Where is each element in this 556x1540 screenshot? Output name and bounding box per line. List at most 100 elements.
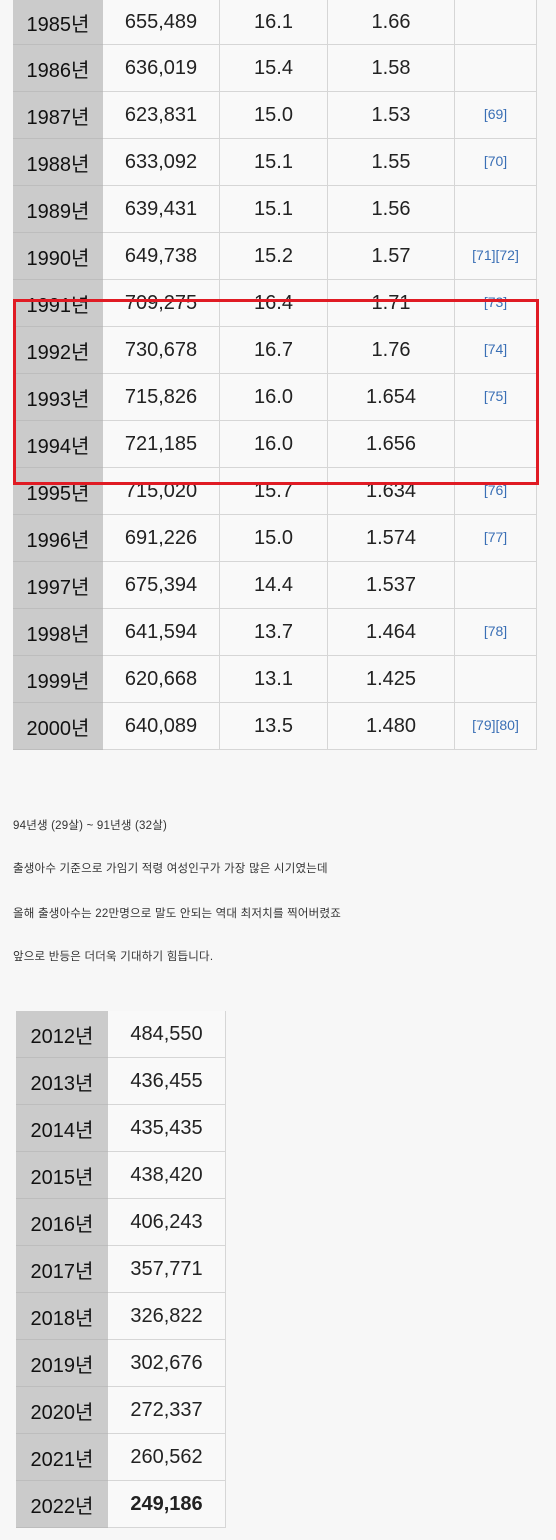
births-cell: 633,092 xyxy=(103,138,220,186)
year-cell: 1985년 xyxy=(13,0,103,45)
fertility-rate-cell: 1.71 xyxy=(327,279,455,327)
births-cell: 623,831 xyxy=(103,91,220,139)
year-cell: 1993년 xyxy=(13,373,103,421)
table-row: 2013년 436,455 xyxy=(16,1057,226,1105)
birth-rate-cell: 15.7 xyxy=(219,467,328,515)
fertility-rate-cell: 1.55 xyxy=(327,138,455,186)
year-cell: 1989년 xyxy=(13,185,103,233)
birth-rate-cell: 16.7 xyxy=(219,326,328,374)
reference-link[interactable]: [78] xyxy=(483,623,508,639)
reference-link[interactable]: [74] xyxy=(483,341,508,357)
birth-rate-cell: 16.4 xyxy=(219,279,328,327)
year-cell: 1998년 xyxy=(13,608,103,656)
fertility-rate-cell: 1.57 xyxy=(327,232,455,280)
table-row: 2018년 326,822 xyxy=(16,1292,226,1340)
table-row: 1989년 639,431 15.1 1.56 xyxy=(13,185,537,233)
year-cell: 1992년 xyxy=(13,326,103,374)
birth-rate-cell: 14.4 xyxy=(219,561,328,609)
births-cell: 675,394 xyxy=(103,561,220,609)
birth-rate-cell: 13.5 xyxy=(219,702,328,750)
reference-cell: [69] xyxy=(454,91,537,139)
fertility-rate-cell: 1.53 xyxy=(327,91,455,139)
year-cell: 1994년 xyxy=(13,420,103,468)
caption-line-peak: 출생아수 기준으로 가임기 적령 여성인구가 가장 많은 시기였는데 xyxy=(13,863,328,875)
table-row: 1993년 715,826 16.0 1.654 [75] xyxy=(13,373,537,421)
year-cell: 1986년 xyxy=(13,44,103,92)
births-cell-latest: 249,186 xyxy=(108,1480,226,1528)
birth-rate-cell: 16.0 xyxy=(219,373,328,421)
table-row: 2015년 438,420 xyxy=(16,1151,226,1199)
table-row: 2000년 640,089 13.5 1.480 [79][80] xyxy=(13,702,537,750)
births-cell: 260,562 xyxy=(108,1433,226,1481)
year-cell: 1995년 xyxy=(13,467,103,515)
year-cell: 2014년 xyxy=(16,1104,108,1152)
reference-cell: [70] xyxy=(454,138,537,186)
fertility-rate-cell: 1.56 xyxy=(327,185,455,233)
births-cell: 302,676 xyxy=(108,1339,226,1387)
table-row: 1986년 636,019 15.4 1.58 xyxy=(13,44,537,92)
reference-link[interactable]: [73] xyxy=(483,294,508,310)
year-cell: 2017년 xyxy=(16,1245,108,1293)
births-cell: 715,020 xyxy=(103,467,220,515)
table-row: 2012년 484,550 xyxy=(16,1011,226,1058)
births-cell: 436,455 xyxy=(108,1057,226,1105)
reference-cell xyxy=(454,185,537,233)
table-row: 2019년 302,676 xyxy=(16,1339,226,1387)
births-cell: 636,019 xyxy=(103,44,220,92)
year-cell: 1990년 xyxy=(13,232,103,280)
reference-link[interactable]: [75] xyxy=(483,388,508,404)
table-row: 1999년 620,668 13.1 1.425 xyxy=(13,655,537,703)
births-cell: 640,089 xyxy=(103,702,220,750)
reference-cell xyxy=(454,655,537,703)
births-cell: 484,550 xyxy=(108,1011,226,1058)
births-cell: 406,243 xyxy=(108,1198,226,1246)
births-cell: 357,771 xyxy=(108,1245,226,1293)
table-row: 1997년 675,394 14.4 1.537 xyxy=(13,561,537,609)
reference-cell: [75] xyxy=(454,373,537,421)
reference-link[interactable]: [71][72] xyxy=(472,247,519,263)
table-row: 1991년 709,275 16.4 1.71 [73] xyxy=(13,279,537,327)
fertility-rate-cell: 1.66 xyxy=(327,0,455,45)
fertility-rate-cell: 1.58 xyxy=(327,44,455,92)
year-cell: 2018년 xyxy=(16,1292,108,1340)
reference-link[interactable]: [69] xyxy=(483,106,508,122)
table-row: 1987년 623,831 15.0 1.53 [69] xyxy=(13,91,537,139)
births-cell: 715,826 xyxy=(103,373,220,421)
reference-link[interactable]: [77] xyxy=(483,529,508,545)
birth-rate-cell: 16.0 xyxy=(219,420,328,468)
table-row: 1998년 641,594 13.7 1.464 [78] xyxy=(13,608,537,656)
caption-line-outlook: 앞으로 반등은 더더욱 기대하기 힘듭니다. xyxy=(13,951,214,963)
births-cell: 438,420 xyxy=(108,1151,226,1199)
births-cell: 691,226 xyxy=(103,514,220,562)
fertility-rate-cell: 1.654 xyxy=(327,373,455,421)
reference-link[interactable]: [79][80] xyxy=(472,717,519,733)
reference-cell: [79][80] xyxy=(454,702,537,750)
reference-cell: [74] xyxy=(454,326,537,374)
year-cell: 1999년 xyxy=(13,655,103,703)
table-row: 1990년 649,738 15.2 1.57 [71][72] xyxy=(13,232,537,280)
births-cell: 620,668 xyxy=(103,655,220,703)
births-cell: 655,489 xyxy=(103,0,220,45)
year-cell: 2015년 xyxy=(16,1151,108,1199)
year-cell: 2000년 xyxy=(13,702,103,750)
fertility-rate-cell: 1.464 xyxy=(327,608,455,656)
caption-line-record-low: 올해 출생아수는 22만명으로 말도 안되는 역대 최저치를 찍어버렸죠 xyxy=(13,908,342,920)
births-cell: 709,275 xyxy=(103,279,220,327)
birth-rate-cell: 15.1 xyxy=(219,138,328,186)
fertility-rate-cell: 1.425 xyxy=(327,655,455,703)
births-cell: 730,678 xyxy=(103,326,220,374)
births-cell: 641,594 xyxy=(103,608,220,656)
table-row: 2016년 406,243 xyxy=(16,1198,226,1246)
birth-rate-cell: 13.1 xyxy=(219,655,328,703)
reference-link[interactable]: [70] xyxy=(483,153,508,169)
reference-cell xyxy=(454,0,537,45)
table-row: 2021년 260,562 xyxy=(16,1433,226,1481)
table-row: 1988년 633,092 15.1 1.55 [70] xyxy=(13,138,537,186)
birth-rate-cell: 13.7 xyxy=(219,608,328,656)
table-row: 1996년 691,226 15.0 1.574 [77] xyxy=(13,514,537,562)
reference-cell xyxy=(454,44,537,92)
fertility-rate-cell: 1.480 xyxy=(327,702,455,750)
year-cell: 2012년 xyxy=(16,1011,108,1058)
reference-link[interactable]: [76] xyxy=(483,482,508,498)
births-cell: 435,435 xyxy=(108,1104,226,1152)
